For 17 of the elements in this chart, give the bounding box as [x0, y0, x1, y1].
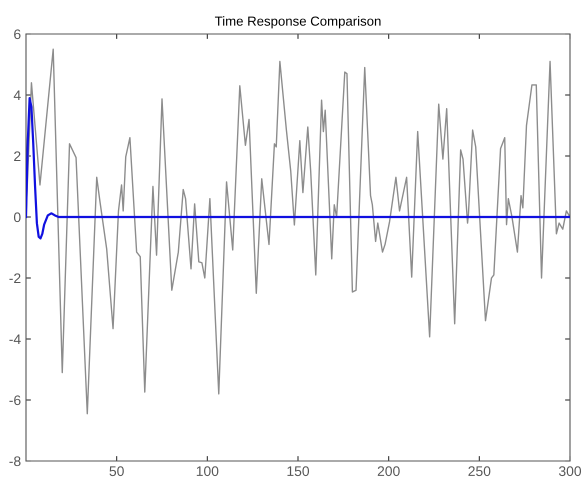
- x-tick-label: 300: [558, 466, 582, 476]
- line-series: [26, 48, 570, 414]
- y-tick-label: 4: [14, 90, 21, 100]
- x-tick-label: 50: [110, 466, 124, 476]
- chart-title: Time Response Comparison: [214, 16, 380, 28]
- x-tick-label: 250: [468, 466, 490, 476]
- y-tick-label: 6: [14, 29, 21, 40]
- x-tick-label: 200: [378, 466, 400, 476]
- x-tick-label: 150: [287, 466, 310, 476]
- y-tick-label: 2: [14, 151, 20, 162]
- y-tick-label: -6: [9, 395, 21, 406]
- y-tick-label: -4: [9, 334, 21, 344]
- x-tick-label: 100: [196, 466, 218, 476]
- line-series: [26, 96, 570, 240]
- y-tick-label: -2: [9, 273, 20, 284]
- y-tick-label: 0: [14, 212, 21, 222]
- y-tick-label: -8: [9, 456, 21, 466]
